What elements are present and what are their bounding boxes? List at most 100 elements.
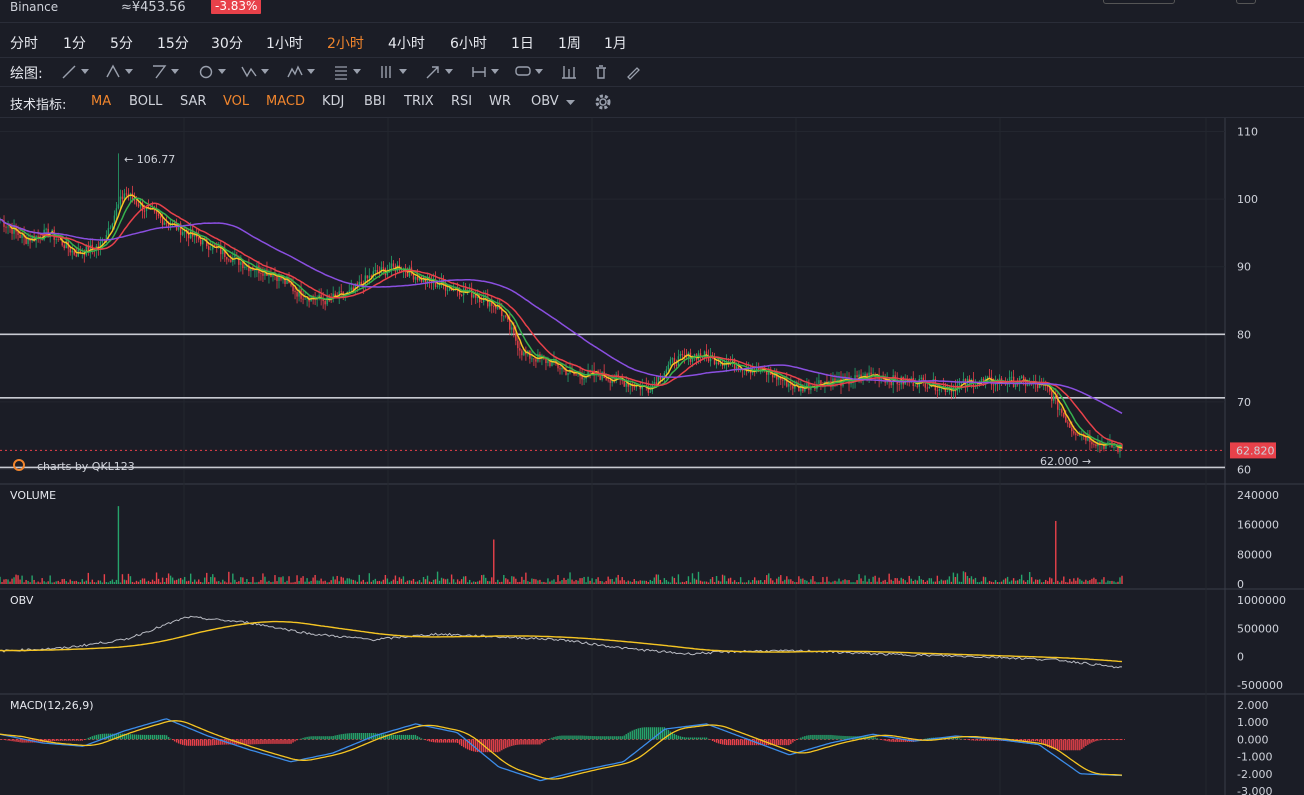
macd-histogram-bar [878,738,880,740]
candle-body [340,291,342,293]
candle-body [306,298,308,299]
timeframe-6[interactable]: 2小时 [327,36,364,52]
candle-body [559,368,561,370]
comment-tool-icon[interactable] [514,61,543,83]
macd-histogram-bar [653,727,656,740]
fullscreen-icon[interactable] [1236,0,1256,4]
timeframe-11[interactable]: 1月 [604,36,627,52]
candle-body [85,245,88,256]
indicator-bbi[interactable]: BBI [364,94,386,109]
timeframe-5[interactable]: 1小时 [266,36,303,52]
indicator-kdj[interactable]: KDJ [322,94,345,109]
volume-bar [709,579,712,584]
indicator-sar[interactable]: SAR [180,94,207,109]
y-tick-macd: 1.000 [1237,716,1269,729]
volume-bar [745,582,748,584]
volume-bar [862,581,864,584]
candle-body [278,274,280,281]
line-tool-icon[interactable] [60,61,89,83]
volume-bar [288,576,290,584]
candle-body [517,340,519,349]
macd-histogram-bar [1024,739,1027,742]
indicator-wr[interactable]: WR [489,94,511,109]
macd-histogram-bar [491,739,493,753]
volume-bar [19,579,21,584]
volume-bar [1081,580,1083,584]
candle-body [731,359,734,364]
candle-body [679,354,682,357]
candle-body [561,368,563,370]
macd-histogram-bar [428,739,431,742]
shape-tool-icon[interactable] [197,61,226,83]
macd-histogram-bar [218,739,220,745]
timeframe-8[interactable]: 6小时 [450,36,487,52]
volume-bar [733,580,736,584]
timeframe-0[interactable]: 分时 [10,36,38,52]
macd-histogram-bar [545,739,547,741]
macd-histogram-bar [137,734,140,740]
indicator-vol[interactable]: VOL [223,94,250,109]
top-control-box[interactable] [1103,0,1175,4]
volume-bar [99,580,102,584]
candle-body [565,368,567,375]
macd-histogram-bar [749,739,752,746]
timeframe-4[interactable]: 30分 [211,36,243,52]
indicator-macd[interactable]: MACD [266,94,305,109]
timeframe-2[interactable]: 5分 [110,36,133,52]
timeframe-3[interactable]: 15分 [157,36,189,52]
trash-icon[interactable] [592,61,610,83]
volume-bar [663,578,666,584]
gann-icon[interactable] [378,61,407,83]
fib-tool-icon[interactable] [104,61,133,83]
macd-histogram-bar [978,739,981,741]
candle-body [382,267,385,269]
timeframe-10[interactable]: 1周 [558,36,581,52]
indicator-trix[interactable]: TRIX [404,94,434,109]
candle-body [523,352,525,356]
volume-bar [1121,575,1123,584]
candle-body [653,382,656,385]
volume-bar [639,580,641,584]
macd-histogram-bar [733,739,736,746]
macd-histogram-bar [95,734,98,740]
candle-body [412,273,415,280]
volume-bar [187,580,190,584]
y-tick-macd: -2.000 [1237,768,1272,781]
timeframe-7[interactable]: 4小时 [388,36,425,52]
pen-icon[interactable] [624,61,642,83]
indicator-rsi[interactable]: RSI [451,94,473,109]
gear-icon[interactable] [594,93,612,111]
bar-pattern-icon[interactable] [560,61,578,83]
pattern-tool-icon[interactable] [240,61,269,83]
volume-bar [946,579,949,584]
macd-histogram-bar [346,733,348,740]
macd-histogram-bar [543,739,545,742]
timeframe-bar: 分时 1分 5分 15分 30分 1小时 2小时 4小时 6小时 1日 1周 1月 [0,26,1304,58]
macd-histogram-bar [834,735,836,740]
macd-histogram-bar [252,739,254,745]
timeframe-9[interactable]: 1日 [511,36,534,52]
macd-histogram-bar [611,736,613,740]
measure-tool-icon[interactable] [470,61,499,83]
volume-bar [804,579,806,584]
timeframe-1[interactable]: 1分 [63,36,86,52]
candle-body [547,360,549,364]
chevron-down-icon[interactable] [566,100,575,106]
indicator-ma[interactable]: MA [91,94,112,109]
volume-bar [934,581,937,584]
chart-area[interactable]: 110 100 90 80 70 60 ← 106.77 62.000 → 62.820 char… [0,118,1304,795]
volume-bar [410,580,413,584]
volume-bar [499,582,501,584]
indicator-boll[interactable]: BOLL [129,94,163,109]
volume-bar [326,582,328,584]
arrow-tool-icon[interactable] [424,61,453,83]
macd-histogram-bar [25,739,27,743]
fib-levels-icon[interactable] [332,61,361,83]
volume-bar [571,579,573,584]
wave-tool-icon[interactable] [286,61,315,83]
channel-tool-icon[interactable] [150,61,179,83]
macd-histogram-bar [406,734,409,740]
macd-histogram-bar [183,739,186,746]
top-bar: Binance ≈¥453.56 -3.83% [0,0,1304,23]
indicator-obv[interactable]: OBV [531,94,559,109]
